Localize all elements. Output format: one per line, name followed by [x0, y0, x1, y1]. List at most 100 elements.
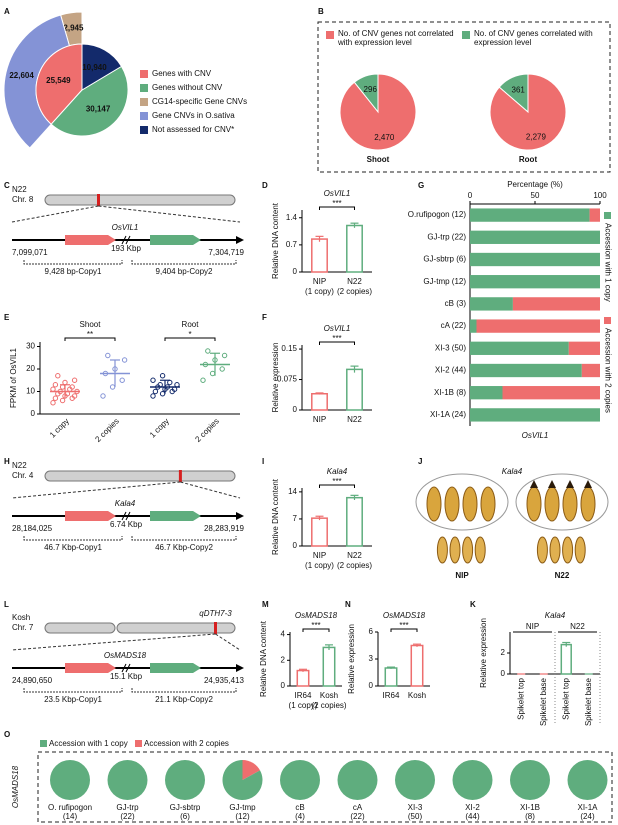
y-tick-label: cA (22) — [441, 321, 467, 330]
slice-label: 25,549 — [46, 76, 71, 85]
category-label: cB — [295, 803, 304, 812]
locus-label: qDTH7-3 — [199, 609, 232, 618]
bar-segment — [568, 341, 600, 355]
bar-segment — [470, 252, 600, 267]
bar-segment — [470, 208, 590, 222]
chromosome — [44, 194, 236, 206]
significance-bracket — [319, 484, 355, 488]
data-point — [167, 379, 173, 386]
data-point — [219, 366, 225, 372]
x-tick-label: Kosh — [320, 691, 338, 700]
y-tick-label: 6 — [369, 627, 374, 636]
legend-swatch — [140, 112, 148, 120]
pie-slice — [50, 65, 129, 137]
category-note: (44) — [465, 812, 480, 821]
x-tick-note: (1 copy) — [305, 561, 334, 570]
x-tick-label: 100 — [593, 191, 607, 200]
bar-segment — [470, 363, 582, 378]
pie-slice — [81, 43, 123, 91]
y-tick-label: GJ-sbtrp (6) — [423, 255, 466, 264]
category-note: (22) — [120, 812, 135, 821]
gap-size: 6.74 Kbp — [110, 520, 143, 529]
significance: *** — [332, 334, 341, 343]
bar — [346, 368, 363, 411]
slice-label: 296 — [364, 85, 378, 94]
chromosome — [44, 470, 236, 482]
y-tick-label: 4 — [281, 630, 286, 639]
x-tick-label: 1 copy — [148, 417, 171, 440]
x-axis-label: Percentage (%) — [507, 180, 563, 189]
slice-label: 30,147 — [86, 105, 111, 114]
data-point — [59, 397, 66, 404]
x-tick-label: Spikelet base — [539, 677, 548, 726]
pie-slice — [489, 73, 567, 151]
copy-label: 9,428 bp-Copy1 — [45, 267, 102, 276]
pie-slice — [339, 73, 417, 151]
legend-label: Accession with 2 copies — [603, 328, 612, 413]
x-tick-note: (2 copies) — [311, 701, 346, 710]
y-tick-label: XI-1A (24) — [430, 410, 466, 419]
copy2 — [150, 511, 201, 521]
gene-label: OsVIL1 — [112, 223, 139, 232]
pie-slice — [242, 760, 261, 780]
y-tick-label: XI-1B (8) — [434, 388, 466, 397]
legend-swatch — [326, 31, 334, 39]
chart-title: OsMADS18 — [295, 611, 338, 620]
panel-label: K — [470, 600, 476, 609]
chromosome-label: Chr. 7 — [12, 623, 34, 632]
y-tick-label: 10 — [26, 387, 35, 396]
zoom-line — [215, 633, 241, 651]
y-tick-label: 0.075 — [277, 375, 298, 384]
legend-swatch — [604, 317, 611, 324]
category-note: (24) — [580, 812, 595, 821]
genome-label: N22 — [12, 185, 27, 194]
grain — [480, 486, 496, 522]
y-tick-label: XI-3 (50) — [435, 343, 466, 352]
start-position: 24,890,650 — [12, 676, 53, 685]
significance-bracket — [164, 337, 216, 341]
bar — [410, 644, 424, 687]
copy-bracket — [23, 260, 123, 265]
group-label: Shoot — [80, 320, 102, 329]
y-tick-label: 0.7 — [286, 240, 298, 249]
panel-label: I — [262, 457, 264, 466]
photo-gene: Kala4 — [502, 467, 523, 476]
x-tick-label: N22 — [347, 551, 362, 560]
end-position: 24,935,413 — [204, 676, 245, 685]
gene-arrowhead — [236, 664, 244, 672]
y-axis-label: Relative expression — [271, 343, 280, 413]
copy-label: 9,404 bp-Copy2 — [156, 267, 213, 276]
grain — [562, 486, 578, 522]
pie-slice — [452, 760, 493, 800]
x-tick-label: 50 — [531, 191, 540, 200]
zoom-line — [11, 481, 181, 499]
category-label: XI-1A — [577, 803, 598, 812]
grain — [444, 486, 460, 522]
y-tick-label: 0 — [293, 405, 298, 414]
genome-label: Kosh — [12, 613, 30, 622]
pie-slice — [165, 760, 205, 800]
significance-bracket — [302, 628, 330, 632]
y-tick-label: 0 — [369, 681, 374, 690]
y-axis-label: Relative DNA content — [271, 478, 280, 555]
panel-label: E — [4, 313, 10, 322]
bar — [560, 643, 572, 675]
copy1 — [65, 663, 116, 673]
legend-swatch — [140, 98, 148, 106]
data-point — [121, 357, 128, 363]
category-label: XI-1B — [520, 803, 540, 812]
x-tick-label: NIP — [313, 415, 326, 424]
y-tick-label: 0 — [293, 541, 298, 550]
panel-o-frame — [37, 751, 613, 823]
bar — [296, 669, 310, 687]
pie-slice — [107, 760, 148, 800]
panel-label: C — [4, 181, 10, 190]
gene-label: OsMADS18 — [104, 651, 147, 660]
legend-swatch — [140, 70, 148, 78]
pie-slice — [395, 760, 435, 800]
y-axis-label: Relative DNA content — [271, 202, 280, 279]
break-mark — [121, 235, 131, 245]
chart-title: OsMADS18 — [383, 611, 426, 620]
copy-label: 46.7 Kbp-Copy2 — [155, 543, 213, 552]
x-tick-label: 2 copies — [93, 417, 120, 444]
